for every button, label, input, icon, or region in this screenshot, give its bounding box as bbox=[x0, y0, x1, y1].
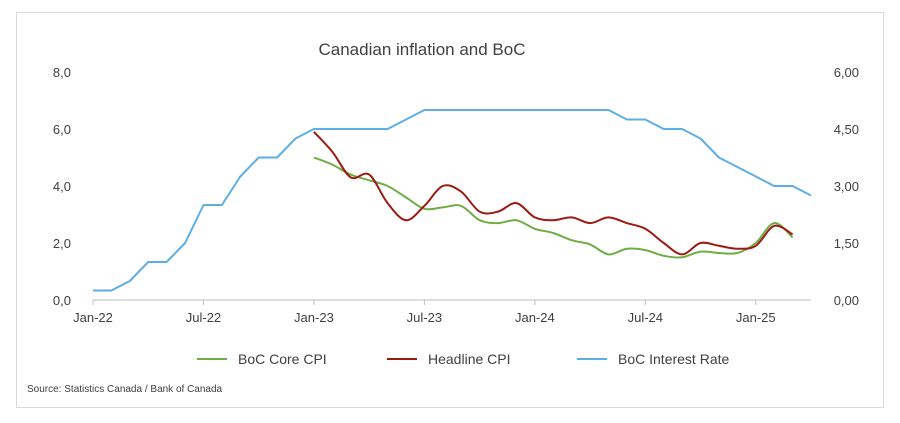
legend: BoC Core CPI Headline CPI BoC Interest Rat… bbox=[197, 351, 729, 367]
y-left-tick-label: 4,0 bbox=[53, 179, 71, 194]
chart-frame: Canadian inflation and BoC Jan-22 Jul-22 J… bbox=[16, 12, 884, 408]
x-tick-label: Jul-24 bbox=[628, 310, 663, 325]
y-right-tick-label: 6,00 bbox=[834, 65, 859, 80]
y-left-tick-label: 2,0 bbox=[53, 236, 71, 251]
x-tick-label: Jan-25 bbox=[736, 310, 776, 325]
y-right-tick-label: 0,00 bbox=[834, 293, 859, 308]
y-axis-left-ticks: 0,0 2,0 4,0 6,0 8,0 bbox=[53, 65, 71, 308]
x-tick-label: Jan-23 bbox=[294, 310, 334, 325]
x-axis-ticks: Jan-22 Jul-22 Jan-23 Jul-23 Jan-24 Jul-24 Jan-… bbox=[73, 300, 776, 325]
boc-core-cpi-line bbox=[313, 156, 794, 259]
x-tick-label: Jul-22 bbox=[186, 310, 221, 325]
x-tick-label: Jul-23 bbox=[407, 310, 442, 325]
chart-title: Canadian inflation and BoC bbox=[319, 40, 526, 59]
source-note: Source: Statistics Canada / Bank of Cana… bbox=[27, 384, 223, 395]
headline-cpi-line bbox=[313, 131, 794, 256]
y-left-tick-label: 8,0 bbox=[53, 65, 71, 80]
series-lines bbox=[93, 109, 812, 292]
line-chart: Canadian inflation and BoC Jan-22 Jul-22 J… bbox=[27, 40, 859, 395]
y-right-tick-label: 3,00 bbox=[834, 179, 859, 194]
x-tick-label: Jan-22 bbox=[73, 310, 113, 325]
y-right-tick-label: 4,50 bbox=[834, 122, 859, 137]
y-right-tick-label: 1,50 bbox=[834, 236, 859, 251]
y-left-tick-label: 0,0 bbox=[53, 293, 71, 308]
y-left-tick-label: 6,0 bbox=[53, 122, 71, 137]
x-tick-label: Jan-24 bbox=[515, 310, 555, 325]
legend-label-headline-cpi: Headline CPI bbox=[428, 351, 511, 367]
y-axis-right-ticks: 0,00 1,50 3,00 4,50 6,00 bbox=[834, 65, 859, 308]
legend-label-boc-interest-rate: BoC Interest Rate bbox=[618, 351, 729, 367]
legend-label-boc-core-cpi: BoC Core CPI bbox=[238, 351, 327, 367]
boc-interest-rate-line bbox=[93, 109, 812, 292]
